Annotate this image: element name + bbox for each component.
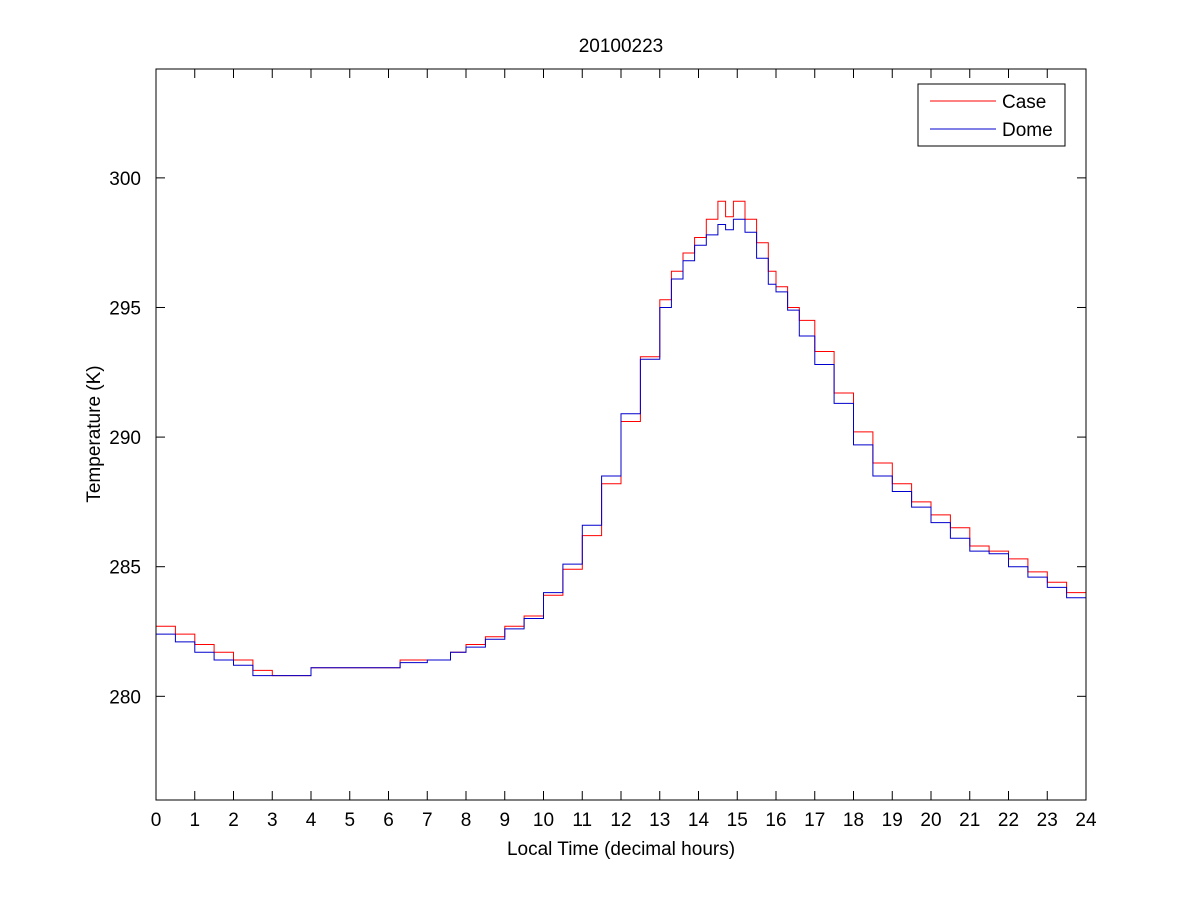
y-tick-label: 285 xyxy=(109,558,141,579)
x-tick-label: 15 xyxy=(727,810,748,831)
y-tick-labels: 280 285 290 295 300 xyxy=(109,169,141,708)
x-tick-label: 4 xyxy=(306,810,317,831)
series-layer xyxy=(156,200,1087,677)
x-tick-label: 10 xyxy=(533,810,554,831)
x-tick-label: 23 xyxy=(1037,810,1058,831)
x-tick-label: 6 xyxy=(383,810,394,831)
y-tick-label: 280 xyxy=(109,687,141,708)
legend: Case Dome xyxy=(917,83,1066,147)
x-tick-label: 11 xyxy=(572,810,592,831)
x-axis-title: Local Time (decimal hours) xyxy=(507,839,735,860)
plot-frame xyxy=(155,68,1087,801)
x-tick-label: 5 xyxy=(344,810,355,831)
x-tick-label: 3 xyxy=(267,810,278,831)
y-axis-title: Temperature (K) xyxy=(84,365,105,502)
y-tick-label: 290 xyxy=(109,428,141,449)
y-tick-label: 300 xyxy=(109,169,141,190)
x-tick-label: 18 xyxy=(843,810,864,831)
x-tick-label: 12 xyxy=(610,810,631,831)
legend-label-case: Case xyxy=(1002,92,1046,113)
x-tick-label: 8 xyxy=(461,810,472,831)
ticks-layer xyxy=(155,69,1087,800)
legend-label-dome: Dome xyxy=(1002,120,1053,141)
x-tick-label: 7 xyxy=(422,810,433,831)
x-tick-label: 9 xyxy=(499,810,510,831)
y-tick-label: 295 xyxy=(109,298,141,319)
x-tick-label: 1 xyxy=(189,810,200,831)
x-tick-label: 22 xyxy=(998,810,1019,831)
x-tick-labels: 0 1 2 3 4 5 6 7 8 9 10 11 12 13 14 15 16 17 18 19 20 21 22 23 24 xyxy=(151,810,1097,831)
x-tick-label: 20 xyxy=(920,810,941,831)
x-tick-label: 14 xyxy=(688,810,710,831)
series-line-dome xyxy=(156,218,1087,677)
legend-box xyxy=(917,83,1066,147)
x-tick-label: 21 xyxy=(959,810,980,831)
x-tick-label: 19 xyxy=(882,810,903,831)
x-tick-label: 13 xyxy=(649,810,670,831)
x-tick-label: 2 xyxy=(228,810,239,831)
x-tick-label: 24 xyxy=(1075,810,1097,831)
x-tick-label: 0 xyxy=(151,810,162,831)
chart-title: 20100223 xyxy=(579,36,664,57)
x-tick-label: 17 xyxy=(804,810,825,831)
x-tick-label: 16 xyxy=(765,810,786,831)
